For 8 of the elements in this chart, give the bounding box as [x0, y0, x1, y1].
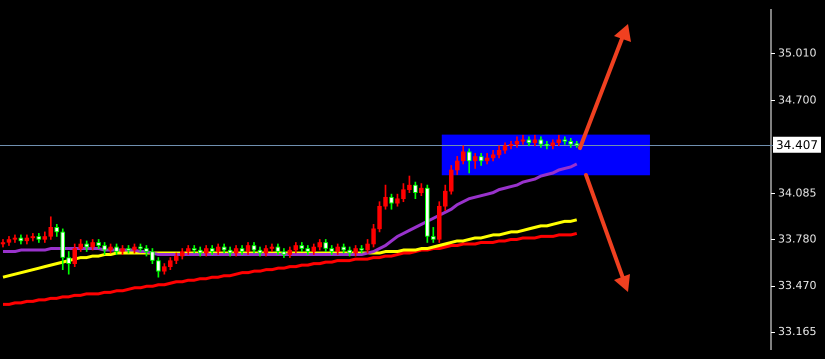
y-tick-label: 33.165: [778, 325, 816, 338]
y-tick-label: 33.470: [778, 279, 816, 292]
ref-line-label: 34.407: [776, 138, 818, 152]
candlestick: [520, 134, 526, 145]
y-tick-label: 34.085: [778, 186, 816, 200]
y-tick-label: 35.010: [778, 46, 816, 60]
y-tick-label: 34.700: [778, 93, 816, 106]
y-tick-label: 33.780: [778, 232, 816, 246]
